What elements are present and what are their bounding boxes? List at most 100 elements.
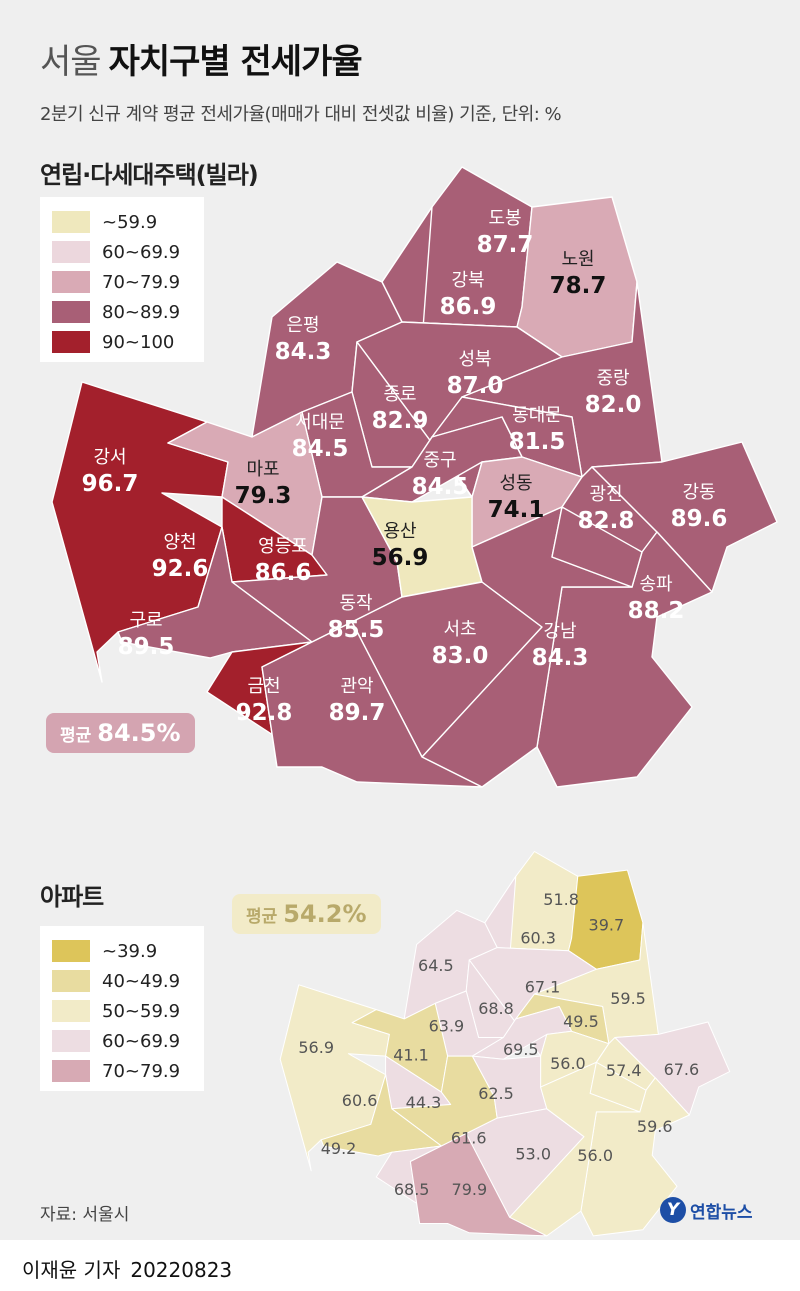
district-value: 78.7 (550, 273, 607, 299)
district-name: 강서 (93, 447, 126, 468)
author: 이재윤 기자 (22, 1258, 121, 1282)
page-title: 서울 자치구별 전세가율 (40, 34, 363, 83)
district-value: 57.4 (606, 1061, 642, 1080)
district-name: 양천 (163, 532, 196, 553)
villa-map: 도봉 87.7 노원 78.7 강북 86.9 은평 84.3 성북 87.0 중랑 82.0 종로 82… (51, 166, 778, 788)
apt-section-title: 아파트 (40, 883, 104, 911)
district-name: 도봉 (488, 208, 521, 229)
villa-legend-row: 70~79.9 (52, 267, 192, 297)
district-name: 강남 (543, 621, 576, 642)
legend-swatch (52, 271, 90, 293)
district-value: 59.6 (637, 1117, 673, 1136)
apt-legend-row: 60~69.9 (52, 1026, 192, 1056)
district-value: 89.7 (329, 700, 386, 726)
district-value: 60.6 (342, 1091, 378, 1110)
district-shape (614, 1021, 731, 1116)
district-shape (261, 621, 483, 788)
avg-value: 84.5% (97, 719, 181, 747)
district-name: 서초 (443, 619, 476, 640)
district-value: 87.0 (447, 373, 504, 399)
district-name: 강동 (682, 482, 715, 503)
district-value: 82.8 (578, 508, 635, 534)
logo-text: 연합뉴스 (690, 1202, 753, 1223)
byline: 이재윤 기자 20220823 (22, 1254, 232, 1283)
district-shape (591, 441, 778, 593)
district-value: 83.0 (432, 643, 489, 669)
district-value: 64.5 (418, 956, 454, 975)
district-name: 노원 (561, 249, 594, 270)
apt-legend-row: ~39.9 (52, 936, 192, 966)
district-value: 44.3 (406, 1093, 442, 1112)
district-value: 86.9 (440, 294, 497, 320)
district-value: 53.0 (515, 1145, 551, 1164)
district-value: 85.5 (328, 617, 385, 643)
district-value: 68.5 (394, 1180, 430, 1199)
district-value: 87.7 (477, 232, 534, 258)
villa-section-title: 연립·다세대주택(빌라) (40, 161, 259, 189)
legend-label: ~39.9 (102, 940, 158, 962)
district-name: 동작 (339, 593, 372, 614)
district-name: 종로 (383, 384, 416, 405)
district-value: 86.6 (255, 560, 312, 586)
apt-legend-row: 40~49.9 (52, 966, 192, 996)
district-name: 광진 (589, 484, 622, 505)
villa-legend-row: 80~89.9 (52, 297, 192, 327)
district-value: 82.9 (372, 408, 429, 434)
district-value: 49.5 (563, 1012, 599, 1031)
district-shape (117, 526, 313, 659)
apt-legend: ~39.9 40~49.9 50~59.9 60~69.9 70~79.9 (40, 926, 204, 1091)
district-value: 69.5 (503, 1040, 539, 1059)
villa-legend-row: 90~100 (52, 327, 192, 357)
district-name: 강북 (451, 270, 484, 291)
title-bold: 자치구별 전세가율 (108, 42, 363, 82)
district-name: 영등포 (258, 536, 308, 557)
district-value: 89.5 (118, 634, 175, 660)
legend-label: 40~49.9 (102, 970, 181, 992)
villa-legend: ~59.9 60~69.9 70~79.9 80~89.9 90~100 (40, 197, 204, 362)
apt-average-badge: 평균 54.2% (232, 894, 381, 934)
legend-label: 50~59.9 (102, 1000, 181, 1022)
district-value: 59.5 (610, 989, 646, 1008)
villa-legend-row: 60~69.9 (52, 237, 192, 267)
district-value: 56.0 (550, 1054, 586, 1073)
district-value: 60.3 (520, 928, 556, 947)
district-value: 84.5 (292, 436, 349, 462)
district-value: 49.2 (321, 1139, 357, 1158)
legend-swatch (52, 301, 90, 323)
legend-label: 70~79.9 (102, 1060, 181, 1082)
legend-swatch (52, 241, 90, 263)
legend-label: 70~79.9 (102, 271, 181, 293)
legend-swatch (52, 331, 90, 353)
apt-legend-row: 50~59.9 (52, 996, 192, 1026)
district-value: 88.2 (628, 598, 685, 624)
district-shape (421, 506, 633, 788)
district-value: 41.1 (393, 1046, 429, 1065)
district-value: 62.5 (478, 1084, 514, 1103)
district-shape (551, 506, 643, 588)
district-value: 92.6 (152, 556, 209, 582)
apt-legend-row: 70~79.9 (52, 1056, 192, 1086)
district-value: 84.3 (275, 339, 332, 365)
villa-average-badge: 평균 84.5% (46, 713, 195, 753)
legend-swatch (52, 1030, 90, 1052)
district-value: 61.6 (451, 1129, 487, 1148)
district-value: 51.8 (543, 890, 579, 909)
district-value: 96.7 (82, 471, 139, 497)
district-value: 89.6 (671, 506, 728, 532)
district-value: 67.1 (525, 977, 561, 996)
district-name: 관악 (340, 676, 373, 697)
district-value: 68.8 (478, 999, 514, 1018)
district-value: 84.3 (532, 645, 589, 671)
district-value: 39.7 (589, 915, 625, 934)
district-value: 56.9 (298, 1038, 334, 1057)
legend-label: 80~89.9 (102, 301, 181, 323)
district-name: 용산 (383, 521, 416, 542)
legend-swatch (52, 1000, 90, 1022)
district-value: 63.9 (429, 1016, 465, 1035)
district-name: 동대문 (512, 405, 562, 426)
district-name: 중구 (423, 450, 456, 471)
district-name: 성동 (499, 473, 532, 494)
district-name: 구로 (129, 610, 162, 631)
district-value: 92.8 (236, 700, 293, 726)
district-name: 마포 (246, 459, 279, 480)
